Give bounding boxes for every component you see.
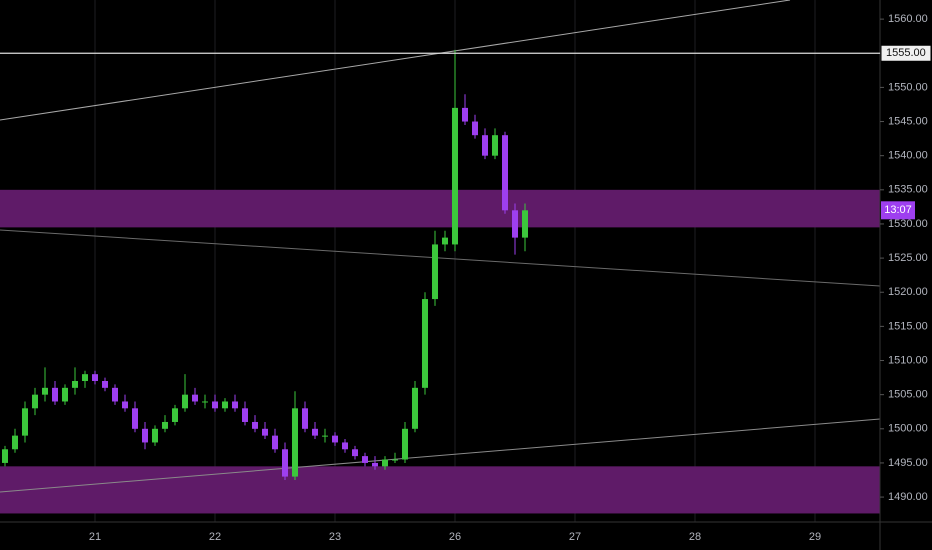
- candle-body: [142, 428, 148, 443]
- candle-body: [42, 387, 48, 395]
- countdown-box: [881, 201, 915, 220]
- x-tick-label: 27: [569, 531, 581, 543]
- x-tick-label: 26: [449, 531, 461, 543]
- candle-body: [502, 135, 508, 211]
- candle-body: [472, 121, 478, 136]
- x-tick-label: 29: [809, 531, 821, 543]
- candle-body: [32, 394, 38, 409]
- candle-body: [462, 107, 468, 122]
- y-tick-label: 1505.00: [888, 389, 928, 401]
- candle-body: [242, 408, 248, 422]
- candle-body: [52, 387, 58, 402]
- y-tick-label: 1530.00: [888, 218, 928, 230]
- candle-body: [172, 408, 178, 422]
- y-tick-label: 1540.00: [888, 150, 928, 162]
- zone-layer: [0, 189, 880, 514]
- candle-body: [202, 401, 208, 403]
- y-tick-label: 1545.00: [888, 115, 928, 127]
- candle-body: [62, 387, 68, 402]
- y-tick-label: 1510.00: [888, 354, 928, 366]
- candle-body: [212, 401, 218, 409]
- candle-body: [352, 449, 358, 457]
- x-tick-label: 23: [329, 531, 341, 543]
- candle-body: [252, 421, 258, 429]
- candle-body: [282, 449, 288, 477]
- candle-body: [512, 210, 518, 238]
- x-tick-label: 21: [89, 531, 101, 543]
- axis-layer: 21 22 23 26 27 28 29 1490.00 1495.00 1500.00 1505.…: [0, 13, 932, 543]
- price-label-box: [880, 44, 932, 62]
- candle-body: [22, 408, 28, 436]
- candle-body: [232, 401, 238, 409]
- countdown-label: 13:07: [884, 204, 912, 216]
- candle-body: [122, 401, 128, 409]
- candle-body: [432, 244, 438, 300]
- candle-body: [82, 374, 88, 382]
- y-tick-label: 1560.00: [888, 13, 928, 25]
- candle-body: [372, 462, 378, 467]
- candle-body: [12, 435, 18, 450]
- candle-body: [302, 408, 308, 429]
- candle-body: [412, 387, 418, 429]
- y-tick-label: 1550.00: [888, 81, 928, 93]
- price-label: 1555.00: [886, 47, 926, 59]
- candle-layer: [2, 49, 528, 481]
- candle-body: [102, 381, 108, 388]
- candle-body: [222, 401, 228, 409]
- candle-body: [182, 394, 188, 409]
- candle-body: [492, 135, 498, 156]
- x-tick-label: 22: [209, 531, 221, 543]
- candle-body: [312, 428, 318, 436]
- y-tick-label: 1495.00: [888, 457, 928, 469]
- candle-body: [272, 435, 278, 450]
- zone: [0, 189, 880, 228]
- trend-line: [0, 418, 881, 493]
- candle-body: [422, 299, 428, 388]
- candle-body: [192, 394, 198, 402]
- candle-body: [92, 374, 98, 382]
- y-tick-label: 1535.00: [888, 184, 928, 196]
- x-tick-label: 28: [689, 531, 701, 543]
- y-tick-label: 1500.00: [888, 423, 928, 435]
- trend-line: [0, 0, 791, 121]
- candle-body: [2, 449, 8, 463]
- y-tick-label: 1520.00: [888, 286, 928, 298]
- candle-body: [162, 421, 168, 429]
- candle-body: [392, 459, 398, 461]
- candle-body: [402, 428, 408, 460]
- candle-body: [362, 456, 368, 463]
- candle-body: [262, 428, 268, 436]
- candle-body: [382, 459, 388, 467]
- candle-body: [292, 408, 298, 477]
- y-tick-label: 1525.00: [888, 252, 928, 264]
- trend-line: [0, 229, 881, 287]
- candle-body: [322, 435, 328, 437]
- y-tick-label: 1515.00: [888, 320, 928, 332]
- candle-body: [152, 428, 158, 443]
- zone: [0, 466, 880, 514]
- candle-body: [342, 442, 348, 450]
- candle-body: [452, 107, 458, 245]
- candle-body: [482, 135, 488, 156]
- candle-body: [522, 210, 528, 238]
- candle-body: [112, 387, 118, 402]
- candle-body: [442, 237, 448, 245]
- candle-body: [332, 435, 338, 443]
- candle-body: [132, 408, 138, 429]
- y-tick-label: 1490.00: [888, 491, 928, 503]
- candle-body: [72, 381, 78, 388]
